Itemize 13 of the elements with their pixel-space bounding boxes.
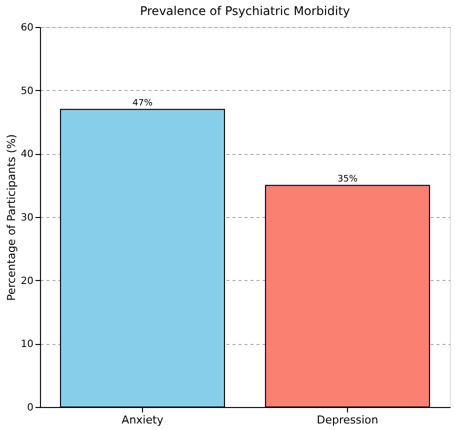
y-tick-label: 10 [20,339,34,350]
y-tick-label: 60 [20,22,34,34]
chart-title: Prevalence of Psychiatric Morbidity [140,4,350,18]
y-tick-label: 30 [20,212,34,224]
data-label: 47% [132,98,153,108]
y-tick-label: 20 [20,276,34,287]
data-label: 35% [337,174,358,184]
x-tick-label: Anxiety [122,414,164,426]
x-tick-label: Depression [316,414,378,426]
y-tick-label: 50 [20,86,34,97]
y-tick-label: 0 [27,402,34,414]
y-axis-title: Percentage of Participants (%) [4,134,18,301]
y-tick-label: 40 [20,149,34,160]
